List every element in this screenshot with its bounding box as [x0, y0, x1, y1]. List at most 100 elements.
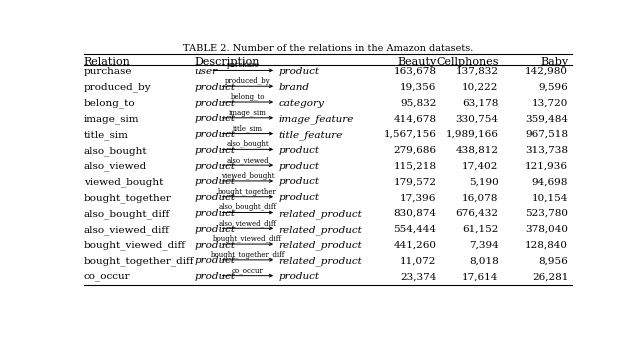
Text: 8,956: 8,956 — [538, 256, 568, 266]
Text: viewed_bought: viewed_bought — [221, 172, 275, 180]
Text: 128,840: 128,840 — [525, 241, 568, 250]
Text: also_bought: also_bought — [227, 140, 269, 148]
Text: product: product — [278, 193, 319, 202]
Text: 179,572: 179,572 — [394, 177, 436, 186]
Text: brand: brand — [278, 83, 309, 92]
Text: product: product — [195, 99, 236, 107]
Text: purchase: purchase — [84, 67, 132, 76]
Text: bought_together_diff: bought_together_diff — [211, 251, 285, 259]
Text: product: product — [195, 241, 236, 250]
Text: 142,980: 142,980 — [525, 67, 568, 76]
Text: related_product: related_product — [278, 209, 362, 219]
Text: 10,222: 10,222 — [462, 83, 499, 92]
Text: viewed_bought: viewed_bought — [84, 177, 163, 187]
Text: product: product — [195, 114, 236, 123]
Text: 94,698: 94,698 — [532, 177, 568, 186]
Text: 441,260: 441,260 — [394, 241, 436, 250]
Text: product: product — [195, 177, 236, 186]
Text: 121,936: 121,936 — [525, 162, 568, 171]
Text: image_sim: image_sim — [84, 114, 140, 124]
Text: 137,832: 137,832 — [456, 67, 499, 76]
Text: also_viewed: also_viewed — [84, 162, 147, 171]
Text: 63,178: 63,178 — [462, 99, 499, 107]
Text: 279,686: 279,686 — [394, 146, 436, 155]
Text: also_bought_diff: also_bought_diff — [84, 209, 170, 219]
Text: 17,396: 17,396 — [400, 193, 436, 202]
Text: bought_together: bought_together — [84, 193, 172, 203]
Text: belong_to: belong_to — [84, 99, 136, 108]
Text: bought_together: bought_together — [218, 188, 277, 195]
Text: product: product — [195, 272, 236, 281]
Text: 17,614: 17,614 — [462, 272, 499, 281]
Text: 313,738: 313,738 — [525, 146, 568, 155]
Text: also_viewed_diff: also_viewed_diff — [84, 225, 170, 235]
Text: 95,832: 95,832 — [400, 99, 436, 107]
Text: product: product — [195, 209, 236, 218]
Text: purchase: purchase — [227, 61, 259, 69]
Text: produced_by: produced_by — [84, 83, 152, 92]
Text: product: product — [195, 146, 236, 155]
Text: related_product: related_product — [278, 256, 362, 266]
Text: Relation: Relation — [84, 57, 131, 67]
Text: 26,281: 26,281 — [532, 272, 568, 281]
Text: product: product — [195, 256, 236, 266]
Text: 23,374: 23,374 — [400, 272, 436, 281]
Text: Description: Description — [195, 57, 260, 67]
Text: image_sim: image_sim — [229, 109, 267, 117]
Text: related_product: related_product — [278, 241, 362, 250]
Text: product: product — [278, 67, 319, 76]
Text: title_sim: title_sim — [233, 124, 263, 132]
Text: bought_viewed_diff: bought_viewed_diff — [213, 235, 282, 243]
Text: category: category — [278, 99, 324, 107]
Text: 359,484: 359,484 — [525, 114, 568, 123]
Text: product: product — [278, 162, 319, 171]
Text: product: product — [278, 272, 319, 281]
Text: 5,190: 5,190 — [468, 177, 499, 186]
Text: co_occur: co_occur — [84, 272, 131, 281]
Text: 378,040: 378,040 — [525, 225, 568, 234]
Text: product: product — [195, 225, 236, 234]
Text: 11,072: 11,072 — [400, 256, 436, 266]
Text: produced_by: produced_by — [225, 77, 271, 85]
Text: product: product — [195, 83, 236, 92]
Text: 830,874: 830,874 — [394, 209, 436, 218]
Text: also_bought: also_bought — [84, 146, 147, 156]
Text: 330,754: 330,754 — [456, 114, 499, 123]
Text: related_product: related_product — [278, 225, 362, 235]
Text: image_feature: image_feature — [278, 114, 354, 124]
Text: 8,018: 8,018 — [468, 256, 499, 266]
Text: 414,678: 414,678 — [394, 114, 436, 123]
Text: Beauty: Beauty — [397, 57, 436, 67]
Text: 17,402: 17,402 — [462, 162, 499, 171]
Text: 523,780: 523,780 — [525, 209, 568, 218]
Text: also_viewed_diff: also_viewed_diff — [219, 219, 277, 227]
Text: belong_to: belong_to — [230, 93, 265, 101]
Text: also_viewed: also_viewed — [227, 156, 269, 164]
Text: 438,812: 438,812 — [456, 146, 499, 155]
Text: co_occur: co_occur — [232, 267, 264, 274]
Text: Cellphones: Cellphones — [436, 57, 499, 67]
Text: 9,596: 9,596 — [538, 83, 568, 92]
Text: 676,432: 676,432 — [456, 209, 499, 218]
Text: title_sim: title_sim — [84, 130, 129, 140]
Text: user: user — [195, 67, 218, 76]
Text: TABLE 2. Number of the relations in the Amazon datasets.: TABLE 2. Number of the relations in the … — [183, 44, 473, 53]
Text: 16,078: 16,078 — [462, 193, 499, 202]
Text: product: product — [278, 146, 319, 155]
Text: 554,444: 554,444 — [394, 225, 436, 234]
Text: bought_viewed_diff: bought_viewed_diff — [84, 241, 186, 250]
Text: also_bought_diff: also_bought_diff — [219, 203, 277, 211]
Text: Baby: Baby — [540, 57, 568, 67]
Text: 10,154: 10,154 — [532, 193, 568, 202]
Text: bought_together_diff: bought_together_diff — [84, 256, 195, 266]
Text: 967,518: 967,518 — [525, 130, 568, 139]
Text: 1,567,156: 1,567,156 — [383, 130, 436, 139]
Text: 13,720: 13,720 — [532, 99, 568, 107]
Text: 61,152: 61,152 — [462, 225, 499, 234]
Text: 7,394: 7,394 — [468, 241, 499, 250]
Text: 1,989,166: 1,989,166 — [445, 130, 499, 139]
Text: product: product — [195, 162, 236, 171]
Text: product: product — [195, 130, 236, 139]
Text: 19,356: 19,356 — [400, 83, 436, 92]
Text: 163,678: 163,678 — [394, 67, 436, 76]
